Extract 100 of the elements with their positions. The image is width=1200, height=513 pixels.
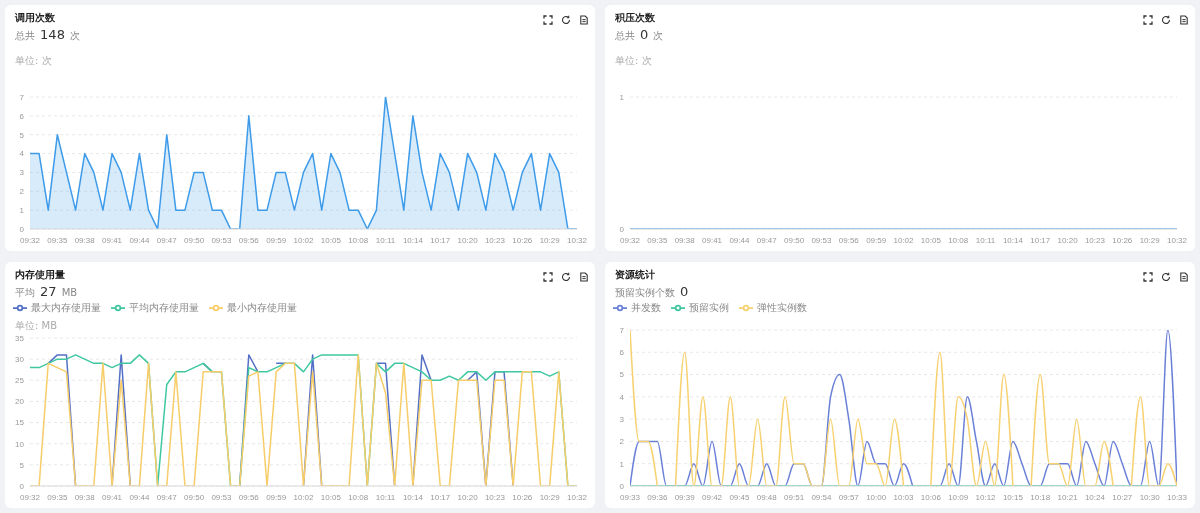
x-tick-label: 09:41 <box>702 235 723 245</box>
x-tick-label: 10:05 <box>320 492 342 502</box>
x-tick-label: 09:36 <box>647 492 668 502</box>
x-tick-label: 10:05 <box>320 235 342 245</box>
x-tick-label: 09:47 <box>756 235 778 245</box>
x-tick-label: 10:29 <box>539 235 561 245</box>
legend-label: 弹性实例数 <box>757 302 807 313</box>
x-tick-label: 10:20 <box>1057 235 1079 245</box>
x-tick-label: 10:05 <box>920 235 942 245</box>
x-tick-label: 09:42 <box>702 492 723 502</box>
x-tick-label: 10:17 <box>1030 235 1051 245</box>
x-tick-label: 09:53 <box>211 492 232 502</box>
x-tick-label: 10:11 <box>975 235 996 245</box>
y-tick-label: 7 <box>619 325 625 335</box>
x-tick-label: 09:50 <box>784 235 805 245</box>
x-tick-label: 10:33 <box>1166 492 1188 502</box>
x-tick-label: 10:24 <box>1084 492 1106 502</box>
x-tick-label: 10:11 <box>375 492 396 502</box>
x-tick-label: 10:20 <box>457 492 479 502</box>
y-tick-label: 6 <box>19 111 25 121</box>
y-tick-label: 25 <box>15 376 25 386</box>
x-tick-label: 10:30 <box>1139 492 1161 502</box>
x-tick-label: 10:29 <box>1139 235 1161 245</box>
x-tick-label: 09:32 <box>19 492 41 502</box>
chart-subtitle: 预留实例个数 0 <box>615 284 689 299</box>
x-tick-label: 09:59 <box>266 492 287 502</box>
x-tick-label: 10:02 <box>893 235 915 245</box>
x-tick-label: 09:56 <box>238 235 260 245</box>
y-tick-label: 35 <box>15 333 25 343</box>
y-tick-label: 5 <box>19 130 25 140</box>
x-tick-label: 10:03 <box>893 492 915 502</box>
x-tick-label: 10:02 <box>293 492 315 502</box>
x-tick-label: 09:38 <box>74 492 96 502</box>
y-tick-label: 0 <box>19 481 25 491</box>
x-tick-label: 10:23 <box>1084 235 1106 245</box>
x-tick-label: 10:17 <box>430 492 451 502</box>
x-tick-label: 10:23 <box>484 235 506 245</box>
y-axis-title: 单位: MB <box>15 320 58 332</box>
x-tick-label: 09:38 <box>674 235 696 245</box>
legend-label: 最小内存使用量 <box>227 302 297 313</box>
x-tick-label: 10:14 <box>402 492 424 502</box>
y-tick-label: 2 <box>19 187 25 197</box>
legend-label: 最大内存使用量 <box>31 302 101 313</box>
x-tick-label: 10:32 <box>566 492 588 502</box>
y-axis-title: 单位: 次 <box>615 55 652 67</box>
x-tick-label: 09:47 <box>156 235 178 245</box>
x-tick-label: 09:59 <box>866 235 887 245</box>
x-tick-label: 10:29 <box>539 492 561 502</box>
x-tick-label: 09:53 <box>211 235 232 245</box>
chart-subtitle: 总共 148 次 <box>15 27 81 42</box>
x-tick-label: 10:00 <box>866 492 887 502</box>
x-tick-label: 09:57 <box>838 492 860 502</box>
y-tick-label: 4 <box>19 149 25 159</box>
y-tick-label: 30 <box>15 354 25 364</box>
x-tick-label: 10:32 <box>566 235 588 245</box>
x-tick-label: 09:32 <box>619 235 641 245</box>
legend-label: 预留实例 <box>689 302 729 313</box>
x-tick-label: 10:27 <box>1112 492 1133 502</box>
chart-title: 调用次数 <box>15 11 55 24</box>
y-tick-label: 4 <box>619 392 625 402</box>
x-tick-label: 09:33 <box>619 492 641 502</box>
x-tick-label: 09:54 <box>811 492 832 502</box>
y-tick-label: 20 <box>15 397 25 407</box>
legend-label: 平均内存使用量 <box>129 302 199 313</box>
y-tick-label: 2 <box>619 437 625 447</box>
x-tick-label: 10:26 <box>512 235 533 245</box>
x-tick-label: 09:45 <box>729 492 750 502</box>
y-tick-label: 0 <box>619 224 625 234</box>
x-tick-label: 09:35 <box>47 492 68 502</box>
y-tick-label: 3 <box>619 414 625 424</box>
y-tick-label: 5 <box>619 370 625 380</box>
chart-title: 内存使用量 <box>15 268 65 281</box>
x-tick-label: 10:17 <box>430 235 451 245</box>
y-tick-label: 6 <box>619 348 625 358</box>
x-tick-label: 10:18 <box>1030 492 1051 502</box>
x-tick-label: 10:21 <box>1057 492 1079 502</box>
y-tick-label: 1 <box>19 205 25 215</box>
x-tick-label: 09:56 <box>838 235 860 245</box>
x-tick-label: 09:51 <box>784 492 805 502</box>
x-tick-label: 10:08 <box>348 235 369 245</box>
x-tick-label: 09:50 <box>184 492 205 502</box>
x-tick-label: 09:56 <box>238 492 260 502</box>
x-tick-label: 10:08 <box>348 492 369 502</box>
chart-title: 积压次数 <box>615 11 655 24</box>
x-tick-label: 09:47 <box>156 492 178 502</box>
x-tick-label: 09:50 <box>184 235 205 245</box>
x-tick-label: 10:14 <box>402 235 424 245</box>
x-tick-label: 09:53 <box>811 235 832 245</box>
x-tick-label: 10:06 <box>920 492 942 502</box>
x-tick-label: 09:35 <box>47 235 68 245</box>
y-tick-label: 0 <box>19 224 25 234</box>
x-tick-label: 09:41 <box>102 492 123 502</box>
x-tick-label: 10:12 <box>975 492 997 502</box>
x-tick-label: 09:44 <box>729 235 750 245</box>
y-tick-label: 7 <box>19 92 25 102</box>
x-tick-label: 09:32 <box>19 235 41 245</box>
x-tick-label: 09:39 <box>674 492 696 502</box>
y-axis-title: 单位: 次 <box>15 55 52 67</box>
x-tick-label: 09:44 <box>129 235 150 245</box>
y-tick-label: 10 <box>15 439 25 449</box>
